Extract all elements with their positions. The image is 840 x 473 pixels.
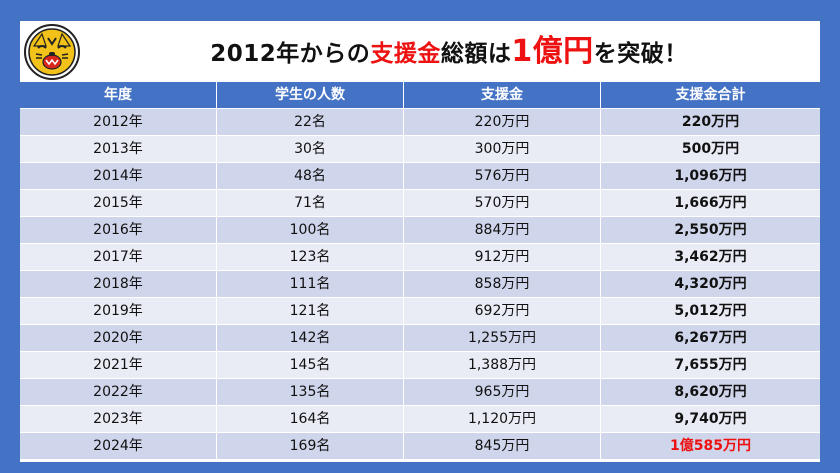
cell-amount: 858万円 (403, 271, 600, 297)
cell-amount: 965万円 (403, 379, 600, 405)
cell-students: 100名 (216, 217, 403, 243)
table-row: 2014年 48名 576万円 1,096万円 (20, 162, 820, 189)
table-row: 2015年 71名 570万円 1,666万円 (20, 189, 820, 216)
title-text-1: 2012年からの (210, 41, 371, 67)
title-text-2: 総額は (440, 41, 512, 67)
cell-amount: 1,255万円 (403, 325, 600, 351)
table-row: 2022年 135名 965万円 8,620万円 (20, 378, 820, 405)
column-header-students: 学生の人数 (216, 82, 403, 108)
cell-total: 8,620万円 (600, 379, 820, 405)
cell-students: 123名 (216, 244, 403, 270)
table-row: 2021年 145名 1,388万円 7,655万円 (20, 351, 820, 378)
cell-amount: 912万円 (403, 244, 600, 270)
cell-year: 2021年 (93, 357, 143, 373)
title-text-3: を突破！ (593, 41, 688, 67)
cell-year: 2022年 (93, 384, 143, 400)
cell-students: 135名 (216, 379, 403, 405)
table-row: 2016年 100名 884万円 2,550万円 (20, 216, 820, 243)
cell-total: 5,012万円 (600, 298, 820, 324)
cell-year: 2020年 (93, 330, 143, 346)
cell-amount: 220万円 (403, 109, 600, 135)
cell-total: 2,550万円 (600, 217, 820, 243)
table-row: 2017年 123名 912万円 3,462万円 (20, 243, 820, 270)
cell-total: 220万円 (600, 109, 820, 135)
content-panel: 2012年からの支援金総額は1億円を突破！ 年度 学生の人数 支援金 支援金合計… (20, 21, 820, 462)
table-row: 2020年 142名 1,255万円 6,267万円 (20, 324, 820, 351)
table-row: 2019年 121名 692万円 5,012万円 (20, 297, 820, 324)
cell-total: 3,462万円 (600, 244, 820, 270)
page-title: 2012年からの支援金総額は1億円を突破！ (88, 21, 810, 82)
cell-amount: 300万円 (403, 136, 600, 162)
cell-amount: 1,388万円 (403, 352, 600, 378)
cell-year: 2023年 (93, 411, 143, 427)
table-row: 2023年 164名 1,120万円 9,740万円 (20, 405, 820, 432)
cell-amount: 692万円 (403, 298, 600, 324)
cell-year: 2024年 (93, 438, 143, 454)
cell-year: 2018年 (93, 276, 143, 292)
cell-year: 2017年 (93, 249, 143, 265)
cell-students: 169名 (216, 433, 403, 459)
cell-students: 142名 (216, 325, 403, 351)
cell-students: 145名 (216, 352, 403, 378)
tiger-mascot-icon (24, 24, 80, 80)
cell-year: 2019年 (93, 303, 143, 319)
cell-students: 71名 (216, 190, 403, 216)
cell-year: 2015年 (93, 195, 143, 211)
column-header-amount: 支援金 (403, 82, 600, 108)
header: 2012年からの支援金総額は1億円を突破！ (20, 21, 820, 82)
title-highlight-support: 支援金 (370, 41, 441, 67)
cell-total: 1,096万円 (600, 163, 820, 189)
table-body: 2012年 22名 220万円 220万円 2013年 30名 300万円 500万円 2014… (20, 108, 820, 459)
column-header-year: 年度 (104, 87, 132, 103)
table-header-row: 年度 学生の人数 支援金 支援金合計 (20, 82, 820, 108)
cell-students: 164名 (216, 406, 403, 432)
cell-amount: 570万円 (403, 190, 600, 216)
support-table: 年度 学生の人数 支援金 支援金合計 2012年 22名 220万円 220万円 201… (20, 82, 820, 459)
cell-year: 2016年 (93, 222, 143, 238)
column-header-total: 支援金合計 (600, 82, 820, 108)
cell-amount: 576万円 (403, 163, 600, 189)
cell-amount: 845万円 (403, 433, 600, 459)
cell-total: 7,655万円 (600, 352, 820, 378)
cell-students: 121名 (216, 298, 403, 324)
table-row: 2012年 22名 220万円 220万円 (20, 108, 820, 135)
cell-year: 2014年 (93, 168, 143, 184)
cell-students: 48名 (216, 163, 403, 189)
cell-total: 6,267万円 (600, 325, 820, 351)
cell-total: 500万円 (600, 136, 820, 162)
cell-total: 9,740万円 (600, 406, 820, 432)
cell-students: 22名 (216, 109, 403, 135)
cell-students: 111名 (216, 271, 403, 297)
cell-students: 30名 (216, 136, 403, 162)
cell-total: 1億585万円 (600, 433, 820, 459)
cell-year: 2012年 (93, 114, 143, 130)
cell-total: 1,666万円 (600, 190, 820, 216)
cell-amount: 884万円 (403, 217, 600, 243)
cell-year: 2013年 (93, 141, 143, 157)
table-row: 2024年 169名 845万円 1億585万円 (20, 432, 820, 459)
table-row: 2018年 111名 858万円 4,320万円 (20, 270, 820, 297)
title-highlight-amount: 1億円 (511, 34, 594, 69)
cell-amount: 1,120万円 (403, 406, 600, 432)
cell-total: 4,320万円 (600, 271, 820, 297)
table-row: 2013年 30名 300万円 500万円 (20, 135, 820, 162)
